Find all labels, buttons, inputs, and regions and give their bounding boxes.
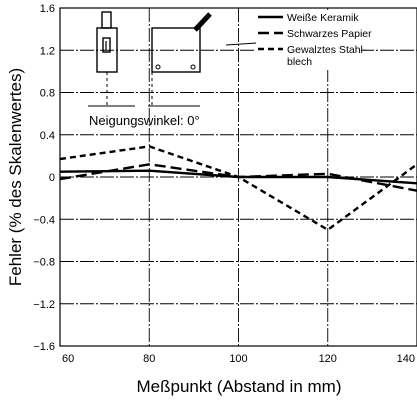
legend-leader-line <box>225 42 257 46</box>
y-tick-label: 0.4 <box>40 130 55 142</box>
sensor-side-view-icon <box>148 12 212 107</box>
legend-label: Gewalztes Stahl-blech <box>287 44 367 68</box>
y-tick-label: −0.8 <box>33 257 55 269</box>
y-tick-label: 0.8 <box>40 88 55 100</box>
x-tick-labels: 60 80 100 120 140 <box>62 353 415 365</box>
y-tick-label: 1.6 <box>40 3 55 15</box>
legend: Weiße Keramik Schwarzes Papier Gewalztes S… <box>258 12 372 68</box>
x-axis-title: Meßpunkt (Abstand in mm) <box>136 377 341 396</box>
y-tick-label: 0 <box>49 172 55 184</box>
sensor-front-view-icon <box>96 11 118 106</box>
x-tick-label: 80 <box>143 353 155 365</box>
y-tick-label: 1.2 <box>40 45 55 57</box>
legend-background <box>256 10 361 70</box>
y-axis-title: Fehler (% des Skalenwertes) <box>6 68 25 286</box>
series-lines <box>59 145 417 232</box>
legend-label: Weiße Keramik <box>287 12 359 24</box>
legend-label: Schwarzes Papier <box>287 28 372 40</box>
y-tick-label: −1.2 <box>33 299 55 311</box>
x-tick-label: 140 <box>397 353 415 365</box>
x-tick-label: 120 <box>319 353 337 365</box>
y-tick-labels: 1.6 1.2 0.8 0.4 0 −0.4 −0.8 −1.2 −1.6 <box>33 3 55 353</box>
annotation-text: Neigungswinkel: 0° <box>89 113 200 128</box>
y-tick-label: −1.6 <box>33 341 55 353</box>
series-gewalztes-stahlblech-line <box>59 145 417 232</box>
plot-frame <box>59 7 417 347</box>
x-tick-label: 60 <box>62 353 74 365</box>
y-tick-label: −0.4 <box>33 214 55 226</box>
x-tick-label: 100 <box>229 353 247 365</box>
